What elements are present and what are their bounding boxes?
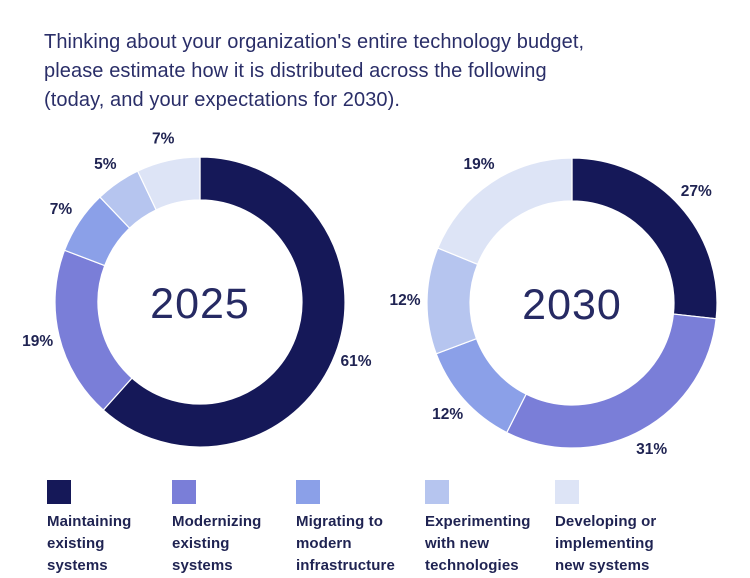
- segment-value-label: 7%: [152, 131, 175, 148]
- donut-chart-2025: 61% 19% 7% 5% 7% 2025: [10, 112, 390, 492]
- segment-value-label: 19%: [463, 156, 494, 173]
- legend-label: Maintaining existing systems: [47, 513, 132, 574]
- legend-item-experimenting-with-new-technologies: Experimenting with new technologies: [425, 480, 541, 577]
- legend-item-developing-or-implementing-new-systems: Developing or implementing new systems: [555, 480, 671, 577]
- donut-svg-2025: 61% 19% 7% 5% 7% 2025: [22, 131, 372, 448]
- legend-label: Experimenting with new technologies: [425, 513, 531, 574]
- donut-chart-2030: 27% 31% 12% 12% 19% 2030: [382, 113, 750, 493]
- donut-segment-maintaining-existing-systems: [102, 156, 346, 448]
- legend-label: Migrating to modern infrastructure: [296, 513, 395, 574]
- legend-item-migrating-to-modern-infrastructure: Migrating to modern infrastructure: [296, 480, 412, 577]
- segment-value-label: 12%: [432, 406, 463, 423]
- legend-label: Modernizing existing systems: [172, 513, 262, 574]
- legend-swatch: [172, 480, 196, 504]
- chart-legend: Maintaining existing systems Modernizing …: [47, 480, 727, 574]
- legend-swatch: [425, 480, 449, 504]
- segment-value-label: 27%: [681, 183, 712, 200]
- legend-item-modernizing-existing-systems: Modernizing existing systems: [172, 480, 288, 577]
- chart-center-year: 2030: [522, 281, 622, 329]
- donut-svg-2030: 27% 31% 12% 12% 19% 2030: [389, 156, 718, 458]
- legend-swatch: [555, 480, 579, 504]
- donut-segment-modernizing-existing-systems: [54, 249, 133, 411]
- segment-value-label: 7%: [50, 201, 73, 218]
- donut-segment-developing-or-implementing-new-systems: [136, 156, 201, 211]
- segment-value-label: 5%: [94, 156, 117, 173]
- legend-swatch: [47, 480, 71, 504]
- segment-value-label: 19%: [22, 333, 53, 350]
- segment-value-label: 31%: [636, 441, 667, 458]
- donut-segment-developing-or-implementing-new-systems: [437, 157, 573, 266]
- survey-question: Thinking about your organization's entir…: [44, 31, 585, 111]
- chart-center-year: 2025: [150, 280, 250, 328]
- donut-segment-modernizing-existing-systems: [505, 313, 717, 449]
- legend-label: Developing or implementing new systems: [555, 513, 657, 574]
- segment-value-label: 12%: [389, 292, 420, 309]
- legend-swatch: [296, 480, 320, 504]
- segment-value-label: 61%: [340, 353, 371, 370]
- donut-segment-experimenting-with-new-technologies: [426, 247, 479, 355]
- legend-item-maintaining-existing-systems: Maintaining existing systems: [47, 480, 163, 577]
